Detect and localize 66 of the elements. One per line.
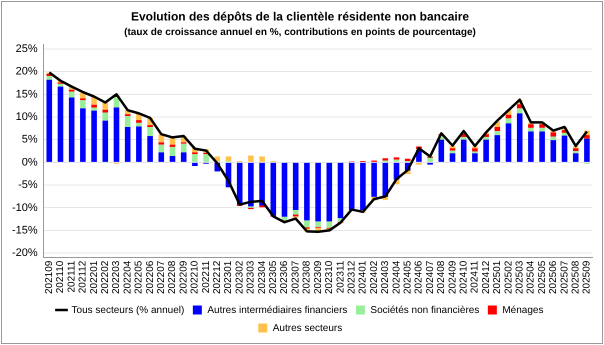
x-tick-label: 202509 — [582, 260, 593, 294]
y-tick-label: 15% — [16, 88, 38, 100]
x-tick-label: 202507 — [559, 260, 570, 294]
x-tick-label: 202306 — [279, 260, 290, 294]
x-tick-label: 202412 — [480, 260, 492, 294]
x-tick-label: 202508 — [570, 260, 582, 294]
x-tick-label: 202504 — [526, 260, 537, 294]
x-tick-label: 202211 — [200, 260, 212, 294]
y-tick-label: 20% — [16, 66, 38, 78]
legend-label: Autres intermédiaires financiers — [207, 304, 348, 316]
x-tick-label: 202305 — [268, 260, 280, 294]
y-tick-label: 10% — [16, 111, 38, 124]
legend-label: Tous secteurs (% annuel) — [72, 304, 184, 316]
x-tick-label: 202307 — [290, 260, 302, 294]
x-tick-label: 202403 — [380, 260, 392, 294]
x-tick-label: 202207 — [156, 260, 168, 294]
y-tick-label: -20% — [12, 247, 38, 260]
x-tick-label: 202405 — [402, 260, 414, 294]
x-tick-label: 202408 — [436, 260, 448, 294]
chart-subtitle: (taux de croissance annuel en %, contributions en points de pourcentage) — [124, 27, 476, 38]
x-tick-label: 202110 — [55, 260, 66, 294]
x-tick-label: 202209 — [178, 260, 190, 294]
x-tick-label: 202203 — [111, 260, 122, 294]
x-tick-label: 202505 — [536, 260, 548, 294]
x-tick-label: 202112 — [78, 260, 89, 294]
y-tick-label: 25% — [16, 42, 38, 55]
x-tick-label: 202302 — [234, 260, 246, 294]
x-tick-label: 202308 — [302, 260, 313, 294]
x-tick-label: 202208 — [167, 260, 178, 294]
legend-label: Autres secteurs — [272, 322, 342, 334]
y-tick-label: -10% — [12, 202, 38, 214]
legend-label: Ménages — [502, 304, 544, 316]
y-tick-label: -15% — [12, 224, 38, 236]
x-tick-label: 202501 — [492, 260, 504, 294]
x-tick-label: 202204 — [122, 260, 134, 294]
x-tick-label: 202404 — [391, 260, 402, 294]
x-tick-label: 202503 — [514, 260, 526, 294]
legend-label: Sociétés non financières — [370, 304, 480, 316]
x-tick-label: 202201 — [88, 260, 100, 294]
x-tick-label: 202410 — [458, 260, 470, 294]
x-tick-label: 202205 — [134, 260, 145, 294]
chart-title: Evolution des dépôts de la clientèle résidente non bancaire — [130, 10, 470, 24]
x-tick-label: 202502 — [503, 260, 514, 294]
x-tick-label: 202309 — [312, 260, 324, 294]
x-tick-label: 202301 — [223, 260, 234, 294]
x-tick-label: 202310 — [324, 260, 336, 294]
x-tick-label: 202311 — [335, 260, 346, 294]
x-tick-label: 202109 — [44, 260, 56, 294]
x-tick-label: 202506 — [548, 260, 560, 294]
x-tick-label: 202402 — [368, 260, 380, 294]
x-tick-label: 202406 — [414, 260, 425, 294]
x-tick-label: 202303 — [246, 260, 257, 294]
y-tick-label: 0% — [22, 156, 38, 168]
x-tick-label: 202202 — [100, 260, 112, 294]
x-tick-label: 202407 — [424, 260, 436, 294]
x-tick-label: 202411 — [470, 260, 481, 294]
x-tick-label: 202312 — [346, 260, 358, 294]
x-tick-label: 202206 — [144, 260, 156, 294]
x-tick-label: 202212 — [212, 260, 224, 294]
y-tick-label: 5% — [22, 134, 38, 146]
x-tick-label: 202409 — [447, 260, 458, 294]
x-tick-label: 202111 — [66, 260, 78, 293]
y-tick-label: -5% — [18, 179, 38, 192]
x-tick-label: 202401 — [358, 260, 369, 294]
x-tick-label: 202210 — [190, 260, 201, 294]
x-tick-label: 202304 — [256, 260, 268, 294]
